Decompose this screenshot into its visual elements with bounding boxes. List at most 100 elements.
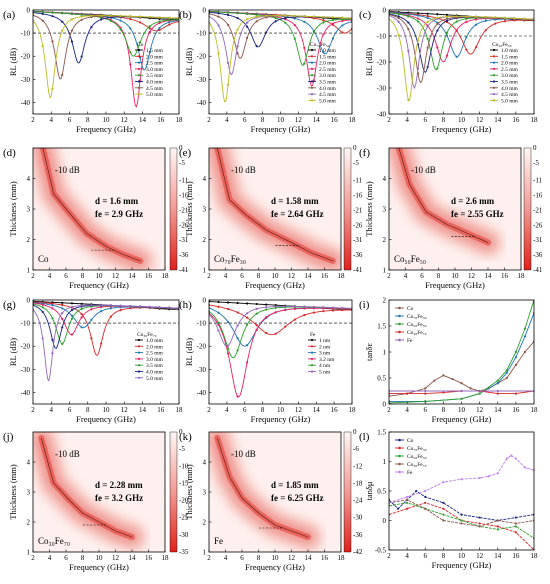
colorbar-tick-label: -24 (353, 497, 363, 505)
legend-marker (137, 48, 141, 52)
series-marker (129, 51, 132, 54)
series-marker (70, 314, 74, 317)
series-marker (236, 28, 239, 31)
colorbar-tick-label: -31 (353, 236, 363, 244)
colorbar-tick-label: -42 (353, 548, 363, 556)
legend-label: 1 nm (319, 338, 331, 344)
x-tick-label: 8 (257, 554, 261, 562)
series-marker (236, 395, 239, 398)
legend-label: 2.5 mm (146, 351, 164, 357)
x-tick-label: 4 (405, 552, 409, 560)
series-marker (51, 304, 54, 307)
y-tick-label: -20 (197, 343, 207, 351)
series-marker (442, 501, 445, 504)
series-marker (61, 303, 64, 307)
legend-label: 1.5 mm (501, 54, 519, 60)
series-marker (494, 16, 497, 19)
series-marker (505, 457, 508, 460)
x-tick-label: 2 (207, 272, 211, 280)
series-marker (293, 37, 296, 40)
series-marker (226, 320, 230, 324)
x-tick-label: 16 (321, 554, 329, 562)
legend-label: 5.0 mm (501, 98, 519, 104)
x-tick-label: 18 (162, 554, 170, 562)
series-marker (465, 48, 468, 51)
series-line (209, 11, 352, 66)
series-marker (158, 306, 161, 309)
x-axis-label: Frequency (GHz) (245, 562, 305, 572)
series-marker (424, 389, 427, 393)
series-marker (397, 17, 400, 20)
legend-title: Co₃₀Fe₇₀ (137, 332, 157, 338)
colorbar-tick-label: -16 (179, 192, 189, 200)
legend-marker (137, 357, 141, 360)
y-tick-label: -40 (21, 389, 31, 397)
series-marker (255, 328, 258, 331)
y-tick-label: 0.5 (377, 488, 386, 496)
series-marker (236, 311, 239, 314)
series-marker (322, 19, 325, 22)
series-marker (436, 29, 439, 32)
legend-marker (137, 370, 141, 373)
y-axis-label: Thickness (mm) (184, 464, 194, 520)
colorbar-tick-label: -36 (533, 251, 543, 259)
series-marker (51, 40, 54, 43)
series-marker (265, 303, 268, 306)
y-tick-label: -10 (377, 33, 387, 41)
series-marker (255, 302, 258, 306)
series-marker (246, 361, 249, 364)
series-marker (426, 37, 429, 40)
thickness-annotation: d = 1.85 mm (271, 480, 319, 490)
legend-marker (310, 99, 314, 102)
x-axis-label: Frequency (GHz) (245, 280, 305, 290)
series-marker (442, 513, 445, 516)
series-marker (487, 475, 490, 478)
series-marker (474, 23, 478, 26)
series-marker (406, 501, 409, 504)
series-marker (397, 34, 400, 37)
y-tick-label: 0 (383, 517, 387, 525)
series-marker (90, 25, 93, 29)
colorbar-tick-label: -16 (353, 192, 363, 200)
legend-marker (137, 93, 141, 96)
legend-marker (398, 314, 401, 318)
y-tick-label: -40 (197, 99, 207, 107)
legend-label: Co (407, 438, 414, 444)
x-tick-label: 18 (176, 116, 184, 124)
y-tick-label: 0 (27, 7, 31, 15)
x-tick-label: 12 (476, 116, 484, 124)
series-marker (445, 17, 449, 20)
legend-label: 4.5 mm (146, 86, 164, 92)
legend-label: 4.0 mm (319, 86, 337, 92)
series-marker (246, 344, 249, 347)
panel-h: Fe1 nm2 nm3 nm3.2 nm4 nm5 nm 2 4 6 8 10 12 14 16… (179, 297, 356, 425)
legend-marker (398, 446, 401, 450)
series-marker (406, 495, 409, 498)
series-marker (119, 309, 122, 312)
series-marker (436, 13, 439, 16)
x-tick-label: 8 (442, 406, 446, 414)
series-marker (407, 49, 410, 52)
legend-marker (398, 470, 401, 474)
series-group (33, 10, 179, 108)
series-marker (303, 314, 306, 317)
legend-label: 2.5 mm (319, 67, 337, 73)
series-marker (331, 309, 335, 312)
x-tick-label: 16 (512, 552, 520, 560)
series-marker (100, 18, 103, 21)
colorbar-tick-label: -30 (353, 514, 363, 522)
y-tick-label: 3 (203, 489, 207, 497)
series-marker (426, 25, 429, 28)
series-line (33, 11, 179, 57)
series-marker (226, 301, 230, 304)
legend-marker (398, 322, 401, 326)
x-tick-label: 10 (96, 272, 104, 280)
colorbar-tick-label: 0 (179, 428, 183, 436)
series-marker (138, 15, 142, 18)
series-marker (460, 522, 463, 525)
y-tick-label: 0 (203, 7, 207, 15)
y-tick-label: 1.5 (377, 429, 386, 437)
contour-label: -10 dB (231, 449, 256, 459)
map-group (209, 432, 341, 552)
series-marker (465, 20, 468, 23)
